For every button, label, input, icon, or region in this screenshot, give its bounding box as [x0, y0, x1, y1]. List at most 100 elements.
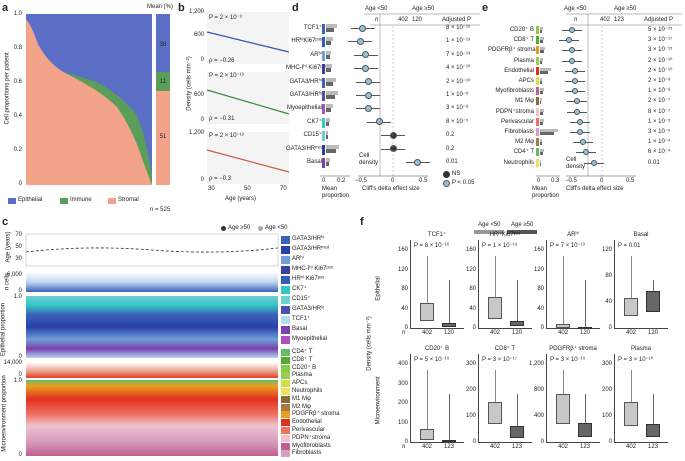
f-axis-x	[614, 442, 668, 443]
d-row-label: HRʰⁱKi67ᵖᵒˢ	[291, 38, 322, 45]
e-row-swatch	[536, 46, 539, 55]
d-row-p: 8 × 10⁻¹⁶	[446, 25, 471, 31]
e-row-point	[590, 159, 597, 166]
e-row-point	[571, 78, 578, 84]
c-micro-legend-label: Myofibroblasts	[292, 442, 331, 449]
c-micro-swatch	[281, 395, 290, 403]
f-whisker-young	[427, 370, 428, 429]
d-row-bar-young	[326, 117, 330, 122]
d-row-bar-old	[326, 54, 330, 59]
c-micro-swatch	[281, 427, 290, 434]
e-row-label: Fibroblasts	[504, 129, 534, 135]
c-epi-legend-label: TCF1⁺	[292, 316, 311, 322]
d-row-bar-young	[326, 77, 336, 82]
c-epi-legend-label: HRʰⁱ Ki67ᵖᵒˢ	[292, 276, 325, 282]
f-panel-title: PDGFRβ⁺ stroma	[549, 346, 597, 352]
e-row-bar-young	[540, 139, 543, 143]
c-epi-swatch	[281, 236, 290, 244]
e-row-p: 8 × 10⁻⁷	[648, 108, 671, 115]
e-row-label: CD20⁺ B	[509, 27, 534, 33]
e-row-swatch	[536, 97, 539, 106]
f-n1: 402	[625, 330, 636, 336]
e-row-bar-old	[540, 111, 543, 115]
e-row-bar-old	[540, 152, 543, 156]
e-age-lt: Age <50	[564, 6, 587, 12]
f-box-old	[646, 424, 660, 437]
e-row-bar-old	[540, 50, 544, 54]
f-ytick: 80	[401, 286, 408, 292]
c-epi-swatch	[281, 326, 290, 334]
d-row-point	[364, 104, 372, 112]
f-whisker-old	[449, 280, 450, 323]
d-row-label: TCF1⁺	[303, 25, 322, 31]
d-row-label: Myoepithelial	[286, 105, 322, 112]
e-row-label: Perivascular	[500, 118, 534, 125]
c-micro-swatch	[281, 411, 290, 419]
f-n1: 402	[489, 330, 500, 336]
f-n-label: n	[402, 444, 406, 450]
e-n1: 402	[600, 17, 611, 23]
c-micro-legend-label: CD4⁺ T	[292, 349, 313, 355]
d-row-p: 0.2	[446, 132, 455, 139]
f-panel-p: P = 0.01	[618, 243, 641, 249]
d-adj-title: Adjusted P	[442, 17, 472, 23]
d-row-bar-old	[326, 108, 332, 113]
f-panel-p: P = 3 × 10⁻¹⁵	[550, 357, 586, 363]
f-panel-p: P = 8 × 10⁻¹⁶	[414, 243, 450, 249]
b-xlabel: Age (years)	[225, 196, 257, 202]
e-row-swatch	[536, 138, 539, 147]
e-row-swatch	[536, 26, 539, 34]
d-row-bar-young	[326, 37, 334, 42]
e-row-bar-old	[540, 40, 543, 44]
c-epi-legend-label: MHC-Iʰⁱ Ki67ᵖᵒˢ	[292, 266, 333, 272]
b-rho-3: ρ = −0.3	[209, 176, 232, 182]
d-row-swatch	[322, 144, 325, 155]
d-row-bar-young	[326, 64, 332, 69]
f-n2: 123	[511, 444, 522, 450]
f-whisker-old	[585, 280, 586, 328]
b-scatter-plots	[206, 12, 290, 184]
f-panel-title: CD8⁺ T	[494, 346, 516, 352]
d-row-p: 1 × 10⁻⁸	[446, 92, 469, 98]
f-axis-x	[410, 442, 464, 443]
d-row-swatch	[322, 64, 325, 75]
f-ytick: 40	[605, 299, 612, 305]
b-stat-1: P = 2 × 10⁻³	[209, 15, 242, 21]
e-row-point	[568, 27, 575, 33]
f-n2: 120	[511, 330, 522, 336]
f-ytick: 80	[469, 286, 476, 292]
d-row-bar-young	[326, 158, 330, 162]
e-row-label: PDPN⁺stroma	[495, 108, 534, 115]
e-row-swatch	[536, 56, 539, 65]
f-n1: 402	[421, 444, 432, 450]
d-axes	[320, 14, 428, 177]
a-mean-immune: 11	[159, 79, 167, 85]
e-row-swatch	[536, 87, 539, 96]
f-ytick: 0	[404, 439, 408, 445]
c-micro-swatch	[281, 349, 290, 356]
f-box-old	[442, 440, 456, 443]
f-row1: Epithelial	[375, 276, 382, 301]
f-axis-y	[614, 240, 615, 328]
f-n1: 402	[625, 444, 636, 450]
b-rho-2: ρ = −0.31	[209, 116, 235, 122]
e-row-point	[577, 118, 583, 125]
c-micro-swatch	[281, 380, 290, 388]
f-box-old	[578, 327, 592, 330]
e-axes	[536, 14, 636, 177]
f-axis-x	[546, 328, 600, 329]
c-epi-legend-label: Basal	[292, 326, 308, 332]
f-whisker-young	[427, 256, 428, 304]
f-ytick: 0	[404, 325, 408, 331]
d-row-p: 3 × 10⁻⁸	[446, 105, 469, 112]
c-micro-swatch	[281, 442, 290, 450]
e-row-bar-old	[540, 81, 542, 84]
e-row-swatch	[536, 107, 539, 116]
f-axis-x	[478, 442, 532, 443]
d-row-swatch	[322, 117, 325, 128]
f-panel-title: Plasma	[630, 346, 651, 352]
f-n-label: n	[402, 330, 406, 336]
f-whisker-young	[563, 256, 564, 324]
e-row-point	[568, 47, 575, 54]
f-box-young	[556, 323, 570, 328]
